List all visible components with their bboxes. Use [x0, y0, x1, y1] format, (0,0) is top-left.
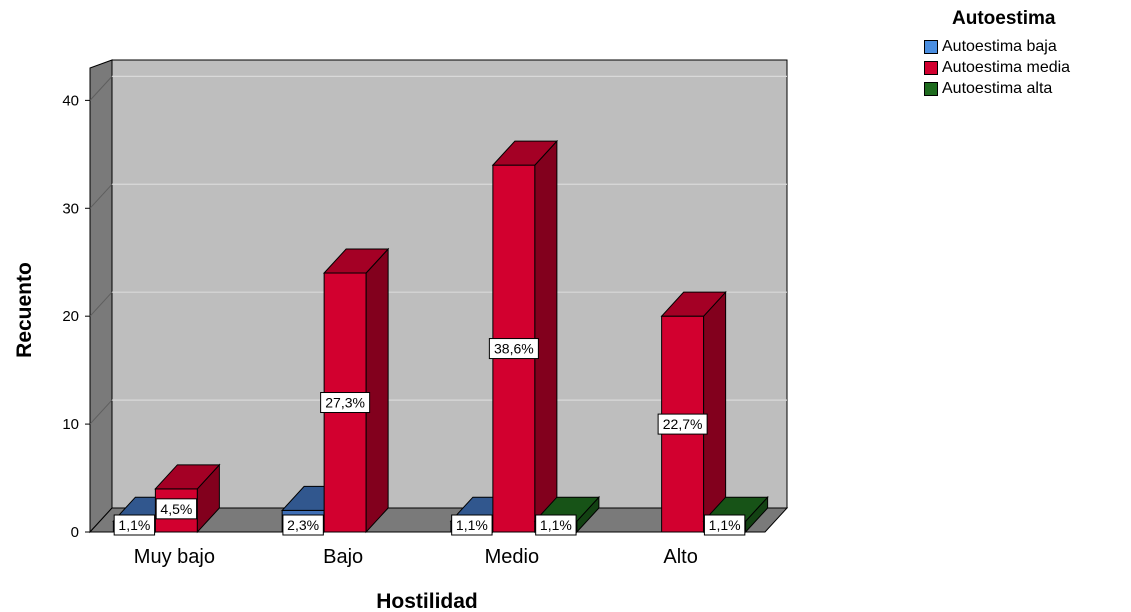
data-label-text: 1,1% — [540, 517, 572, 533]
data-label: 27,3% — [320, 392, 371, 414]
data-label-box — [657, 413, 708, 435]
bar-side — [703, 290, 727, 534]
legend-label-baja: Autoestima baja — [942, 37, 1057, 55]
data-label-box — [451, 514, 493, 536]
data-label-text: 1,1% — [456, 517, 488, 533]
legend-label-alta: Autoestima alta — [942, 79, 1053, 97]
x-tick-label: Medio — [485, 546, 539, 568]
legend-item-baja: Autoestima baja — [924, 36, 1124, 57]
y-axis-title: Recuento — [13, 262, 36, 358]
y-tick-label: 0 — [71, 524, 79, 541]
bar-top — [322, 248, 390, 274]
data-label-text: 1,1% — [709, 517, 741, 533]
x-tick-label: Alto — [663, 546, 697, 568]
legend-swatch-baja — [924, 39, 938, 54]
data-label-box — [113, 514, 156, 536]
data-label-text: 27,3% — [325, 395, 365, 411]
legend-item-alta: Autoestima alta — [924, 78, 1124, 99]
bar — [491, 139, 559, 534]
x-axis: Muy bajo Bajo Medio Alto — [134, 546, 698, 568]
legend: Autoestima Autoestima baja Autoestima me… — [924, 8, 1124, 99]
gridline-side — [89, 291, 113, 317]
y-axis: 0 10 20 30 40 — [62, 92, 90, 541]
data-labels: 1,1% 4,5% 2,3% 27,3% 1,1% 38,6% 1,1% 22,7% 1,1% — [113, 338, 746, 536]
data-label-box — [282, 514, 324, 536]
x-tick-label: Bajo — [323, 546, 363, 568]
gridline-side — [89, 76, 113, 101]
data-label-text: 38,6% — [494, 341, 534, 357]
data-label: 1,1% — [535, 514, 577, 536]
y-tick-label: 10 — [62, 416, 79, 433]
bar-top — [154, 464, 221, 490]
y-tick-label: 40 — [62, 92, 79, 109]
data-label: 1,1% — [451, 514, 493, 536]
legend-label-media: Autoestima media — [942, 58, 1071, 76]
data-label-box — [535, 514, 577, 536]
legend-swatch-media — [924, 60, 938, 75]
legend-item-media: Autoestima media — [924, 57, 1124, 78]
data-label: 38,6% — [488, 338, 539, 360]
data-label-text: 4,5% — [160, 501, 192, 517]
data-label-text: 2,3% — [287, 517, 319, 533]
gridline-side — [89, 399, 113, 425]
data-label-box — [320, 392, 371, 414]
chart-walls — [88, 59, 789, 534]
y-tick-label: 30 — [62, 200, 79, 217]
bar-side — [534, 139, 558, 534]
x-axis-title: Hostilidad — [376, 590, 478, 612]
data-label: 22,7% — [657, 413, 708, 435]
x-tick-label: Muy bajo — [134, 546, 215, 568]
data-label-box — [488, 338, 539, 360]
bar-top — [491, 140, 559, 166]
bar-side — [365, 247, 389, 534]
data-label: 2,3% — [282, 514, 324, 536]
data-label-box — [155, 498, 198, 520]
data-label-text: 1,1% — [118, 517, 150, 533]
data-label: 1,1% — [113, 514, 156, 536]
gridline-side — [89, 183, 113, 209]
y-tick-label: 20 — [62, 308, 79, 325]
legend-title: Autoestima — [952, 8, 1056, 29]
bar — [322, 247, 390, 534]
data-label-box — [703, 514, 746, 536]
bar — [660, 290, 727, 534]
bar-top — [660, 291, 727, 317]
gridlines — [89, 75, 787, 425]
legend-swatch-alta — [924, 81, 938, 96]
data-label: 4,5% — [155, 498, 198, 520]
data-label: 1,1% — [703, 514, 746, 536]
data-label-text: 22,7% — [663, 416, 703, 432]
